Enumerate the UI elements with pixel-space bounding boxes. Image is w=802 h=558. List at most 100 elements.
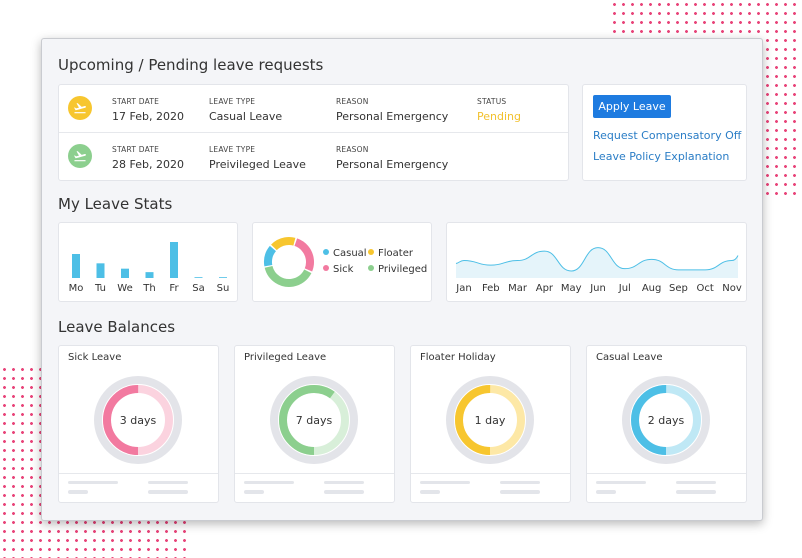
tick-label-tu: Tu (94, 283, 106, 294)
balance-days-label: 7 days (295, 413, 333, 427)
tick-label-mo: Mo (69, 283, 84, 294)
slice-casual (263, 237, 314, 287)
distribution-chart-card: Casual Floater Sick Privileged (252, 222, 432, 302)
request-row[interactable]: START DATE 17 Feb, 2020 LEAVE TYPE Casua… (59, 85, 568, 132)
placeholder-bar (148, 490, 188, 494)
balance-ring (446, 376, 534, 464)
leave-distribution-donut (263, 237, 314, 287)
balance-ring (270, 376, 358, 464)
weekly-bar-chart: Mo Tu We Th Fr Sa Su (69, 242, 230, 294)
requests-section-title: Upcoming / Pending leave requests (58, 56, 324, 74)
tick-label-oct: Oct (697, 283, 714, 294)
legend-sick: Sick (323, 264, 353, 275)
placeholder-bar (596, 481, 646, 484)
placeholder-bar (68, 481, 118, 484)
tick-label-jun: Jun (589, 283, 606, 294)
placeholder-bar (676, 481, 716, 484)
ring-used (455, 385, 525, 455)
balance-card-title: Privileged Leave (244, 352, 327, 363)
tick-label-nov: Nov (722, 283, 742, 294)
legend-label: Casual (333, 248, 367, 259)
tick-label-feb: Feb (482, 283, 500, 294)
balance-days-label: 2 days (647, 413, 685, 427)
balance-days-label: 3 days (119, 413, 157, 427)
ring-used (631, 385, 701, 455)
tick-label-sa: Sa (192, 283, 204, 294)
reason-value: Personal Emergency (336, 158, 449, 171)
balance-card-title: Sick Leave (68, 352, 122, 363)
plane-departure-icon (68, 96, 92, 120)
legend-casual: Casual (323, 248, 367, 259)
balance-card-footer (59, 473, 218, 502)
ring-used (279, 385, 349, 455)
balance-card[interactable]: Casual Leave 2 days (586, 345, 747, 503)
tick-label-th: Th (142, 283, 155, 294)
legend-label: Floater (378, 248, 413, 259)
placeholder-bar (324, 481, 364, 484)
start-date-label: START DATE (112, 145, 160, 154)
actions-card: Apply Leave Request Compensatory Off Lea… (582, 84, 747, 181)
balance-card-title: Casual Leave (596, 352, 663, 363)
legend-dot (323, 265, 329, 271)
balance-card-footer (587, 473, 746, 502)
slice-sick (263, 237, 314, 287)
balance-card[interactable]: Floater Holiday 1 day (410, 345, 571, 503)
ring-track (270, 376, 358, 464)
leave-type-value: Casual Leave (209, 110, 283, 123)
balance-ring (622, 376, 710, 464)
reason-value: Personal Emergency (336, 110, 449, 123)
balances-section-title: Leave Balances (58, 318, 176, 336)
start-date-value: 28 Feb, 2020 (112, 158, 184, 171)
placeholder-bar (420, 490, 440, 494)
tick-label-jul: Jul (618, 283, 631, 294)
bar-fr (170, 242, 178, 278)
tick-label-fr: Fr (169, 283, 179, 294)
legend-label: Sick (333, 264, 354, 275)
request-compensatory-off-link[interactable]: Request Compensatory Off (593, 129, 742, 142)
placeholder-bar (676, 490, 716, 494)
reason-label: REASON (336, 145, 369, 154)
placeholder-bar (244, 490, 264, 494)
tick-label-mar: Mar (508, 283, 528, 294)
leave-policy-link[interactable]: Leave Policy Explanation (593, 150, 730, 163)
apply-leave-button[interactable]: Apply Leave (593, 95, 671, 118)
monthly-area-chart: Jan Feb Mar Apr May Jun Jul Aug Sep Oct Nov (455, 247, 742, 294)
legend-dot (323, 249, 329, 255)
start-date-label: START DATE (112, 97, 160, 106)
placeholder-bar (596, 490, 616, 494)
placeholder-bar (244, 481, 294, 484)
balance-days-label: 1 day (474, 413, 506, 427)
leave-type-label: LEAVE TYPE (209, 145, 256, 154)
area-fill (456, 247, 738, 278)
balance-card-footer (411, 473, 570, 502)
bar-su (219, 277, 227, 278)
tick-label-aug: Aug (642, 283, 662, 294)
bar-sa (194, 277, 203, 278)
dashboard-window: Upcoming / Pending leave requests START … (41, 38, 763, 521)
tick-label-may: May (561, 283, 582, 294)
bar-th (145, 272, 154, 278)
ring-used (103, 385, 173, 455)
tick-label-apr: Apr (536, 283, 554, 294)
balance-card[interactable]: Sick Leave 3 days (58, 345, 219, 503)
slice-floater (263, 237, 314, 287)
requests-card: START DATE 17 Feb, 2020 LEAVE TYPE Casua… (58, 84, 569, 181)
bar-mo (72, 254, 80, 278)
tick-label-jan: Jan (455, 283, 471, 294)
request-row[interactable]: START DATE 28 Feb, 2020 LEAVE TYPE Preiv… (59, 132, 568, 180)
leave-type-value: Preivileged Leave (209, 158, 306, 171)
status-badge: Pending (477, 110, 521, 123)
leave-type-label: LEAVE TYPE (209, 97, 256, 106)
tick-label-su: Su (217, 283, 230, 294)
bar-tu (96, 263, 105, 278)
balance-card[interactable]: Privileged Leave 7 days (234, 345, 395, 503)
legend-label: Privileged (378, 264, 428, 275)
placeholder-bar (324, 490, 364, 494)
balance-card-title: Floater Holiday (420, 352, 496, 363)
balance-ring (94, 376, 182, 464)
status-label: STATUS (477, 97, 507, 106)
monthly-chart-card: Jan Feb Mar Apr May Jun Jul Aug Sep Oct Nov (446, 222, 747, 302)
placeholder-bar (500, 490, 540, 494)
stats-section-title: My Leave Stats (58, 195, 173, 213)
bar-we (121, 268, 129, 278)
